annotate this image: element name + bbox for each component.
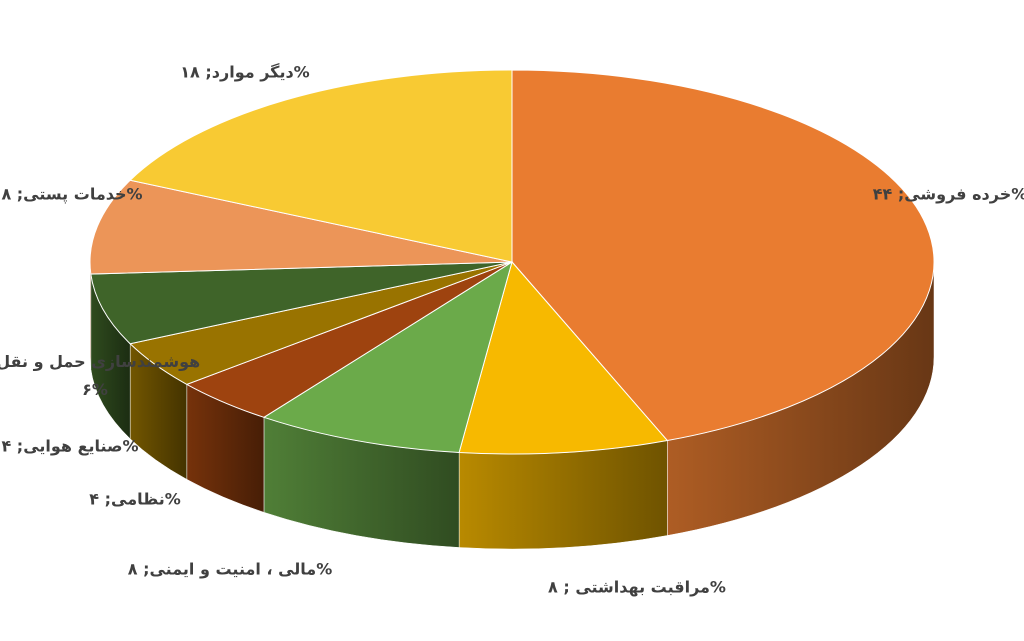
data-label: %مراقبت بهداشتی ; ۸: [548, 578, 726, 597]
data-label: %خدمات پستی; ۸: [1, 185, 142, 205]
data-label: %خرده فروشی; ۴۴: [873, 185, 1024, 204]
label-line: هوشمندسازی حمل و نقل;: [0, 352, 200, 371]
data-label: هوشمندسازی حمل و نقل; ۶%: [0, 352, 200, 399]
slice: [511, 69, 935, 442]
slice: [90, 261, 513, 345]
slice: [262, 260, 513, 454]
label-line: ۶%: [82, 380, 108, 399]
slice: [129, 69, 513, 263]
data-label: %نظامی; ۴: [89, 490, 180, 509]
data-label: %صنایع هوایی; ۴: [1, 437, 138, 456]
slice: [89, 179, 513, 275]
slice-side: [458, 440, 668, 550]
data-label: %دیگر موارد; ۱۸: [180, 63, 309, 82]
data-label: %مالی ، امنیت و ایمنی; ۸: [128, 560, 333, 579]
slice: [458, 260, 669, 455]
